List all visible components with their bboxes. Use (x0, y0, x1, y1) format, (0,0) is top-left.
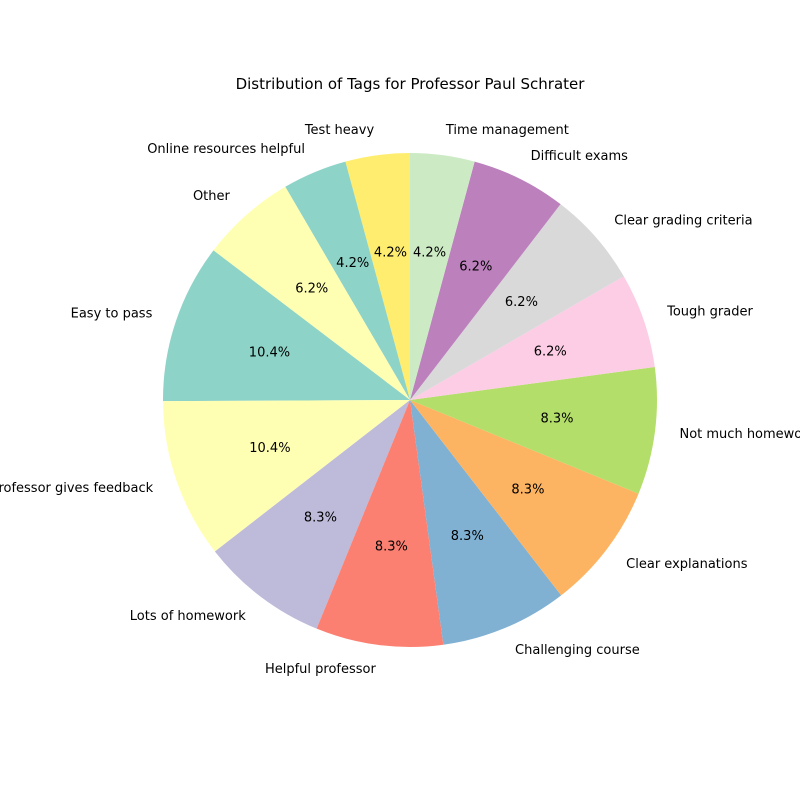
pie-slice-label: Challenging course (515, 643, 640, 658)
pie-percent-label: 8.3% (451, 529, 484, 544)
pie-slice-label: Clear explanations (626, 557, 748, 572)
pie-percent-label: 6.2% (295, 282, 328, 297)
pie-slice-label: Difficult exams (531, 149, 629, 164)
pie-slice-label: Tough grader (666, 305, 753, 320)
pie-slice-label: Lots of homework (130, 609, 246, 624)
pie-percent-label: 10.4% (249, 345, 290, 360)
pie-slice-label: Clear grading criteria (614, 213, 752, 228)
pie-slice-label: Not much homework (679, 427, 800, 442)
pie-percent-label: 8.3% (511, 482, 544, 497)
pie-percent-label: 8.3% (375, 540, 408, 555)
pie-percent-label: 6.2% (505, 295, 538, 310)
pie-slice-label: Other (193, 189, 231, 204)
pie-percent-label: 6.2% (534, 345, 567, 360)
pie-slice-label: Time management (445, 123, 569, 138)
pie-slice-label: Test heavy (304, 123, 375, 138)
chart-title: Distribution of Tags for Professor Paul … (236, 75, 586, 93)
pie-percent-label: 4.2% (374, 246, 407, 261)
pie-percent-label: 6.2% (459, 260, 492, 275)
pie-percent-label: 4.2% (336, 256, 369, 271)
pie-percent-label: 4.2% (413, 246, 446, 261)
pie-percent-label: 8.3% (540, 411, 573, 426)
pie-slices (163, 153, 657, 647)
pie-slice-label: Professor gives feedback (0, 481, 154, 496)
pie-slice-label: Easy to pass (71, 306, 153, 321)
pie-percent-label: 10.4% (249, 441, 290, 456)
pie-slice-label: Online resources helpful (147, 142, 305, 157)
pie-percent-label: 8.3% (304, 511, 337, 526)
pie-slice-label: Helpful professor (265, 662, 377, 677)
